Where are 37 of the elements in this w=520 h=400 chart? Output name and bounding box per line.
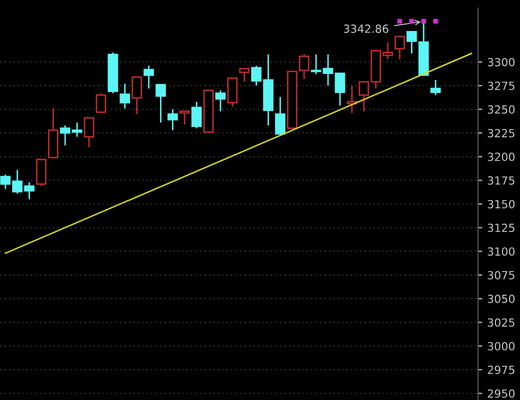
candlestick xyxy=(48,108,58,158)
annotation: 3342.86 xyxy=(344,24,388,33)
y-tick-label: 3275 xyxy=(488,82,514,90)
y-tick-label: 3025 xyxy=(488,318,514,327)
candlestick xyxy=(84,117,94,148)
candlestick xyxy=(179,110,190,126)
y-tick-label: 3100 xyxy=(488,247,515,256)
candlestick xyxy=(144,65,154,90)
y-tick-label: 2975 xyxy=(488,366,514,374)
candlestick xyxy=(168,108,178,131)
candlestick xyxy=(36,158,46,187)
y-tick-label: 3225 xyxy=(488,128,514,138)
candlestick xyxy=(239,68,250,83)
y-tick-label: 3050 xyxy=(488,294,515,304)
candlestick xyxy=(346,84,358,114)
y-tick-label: 2950 xyxy=(488,389,515,398)
candlestick xyxy=(227,77,238,108)
candlestick xyxy=(132,76,142,115)
candlestick xyxy=(120,83,130,110)
y-tick-label: 3150 xyxy=(488,200,515,208)
y-tick-label: 3300 xyxy=(488,58,515,66)
y-tick-label: 3075 xyxy=(488,270,514,280)
y-tick-label: 3175 xyxy=(488,176,514,185)
candlestick xyxy=(108,52,118,94)
y-tick-label: 3000 xyxy=(488,342,515,350)
y-tick-label: 3250 xyxy=(488,105,515,114)
candlestick xyxy=(203,90,214,133)
candlestick xyxy=(430,79,441,96)
candlestick xyxy=(215,90,226,112)
candlestick xyxy=(334,72,346,106)
candlestick xyxy=(191,101,202,129)
y-tick-label: 3125 xyxy=(488,224,514,232)
candlestick xyxy=(96,92,106,113)
candlestick xyxy=(275,96,286,135)
y-tick-label: 3200 xyxy=(488,152,515,162)
candlestick xyxy=(156,84,166,124)
candlestick xyxy=(394,36,405,60)
